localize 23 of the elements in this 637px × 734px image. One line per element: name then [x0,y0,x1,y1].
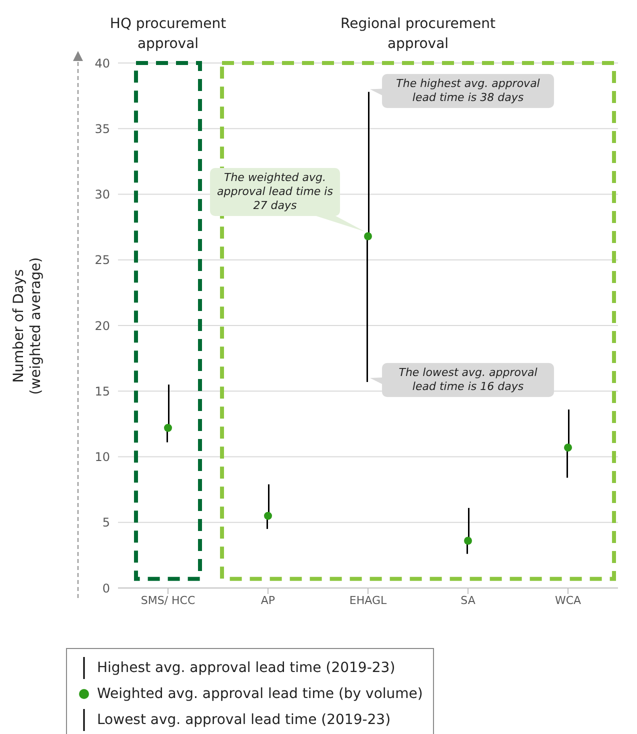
y-tick-label: 35 [94,122,110,136]
x-tick-label: AP [260,594,276,607]
y-tick-label: 40 [94,56,110,70]
legend-label: Highest avg. approval lead time (2019-23) [97,660,396,676]
legend-label: Weighted avg. approval lead time (by volume) [97,686,423,702]
y-tick-label: 20 [94,318,110,333]
y-tick-label: 5 [102,516,110,530]
annotation: The weighted avg. approval lead time is 27 days [210,168,340,216]
text: HQ procurement approval [108,15,228,54]
x-tick-label: WCA [554,594,582,607]
y-tick-label: 0 [102,581,110,596]
y-axis-title: Number of Days (weighted average) [11,256,45,394]
annotation: The lowest avg. approval lead time is 16 days [382,363,554,397]
x-tick-label: SMS/ HCC [140,594,196,607]
y-tick-label: 25 [94,253,110,268]
y-tick-label: 10 [94,450,110,464]
text: Regional procurement approval [340,15,496,54]
y-tick-label: 30 [94,188,110,202]
x-tick-label: SA [460,594,476,607]
legend-label: Lowest avg. approval lead time (2019-23) [97,712,391,728]
annotation: The highest avg. approval lead time is 38 days [382,74,554,108]
y-tick-label: 15 [94,384,110,398]
x-tick-label: EHAGL [349,594,388,607]
